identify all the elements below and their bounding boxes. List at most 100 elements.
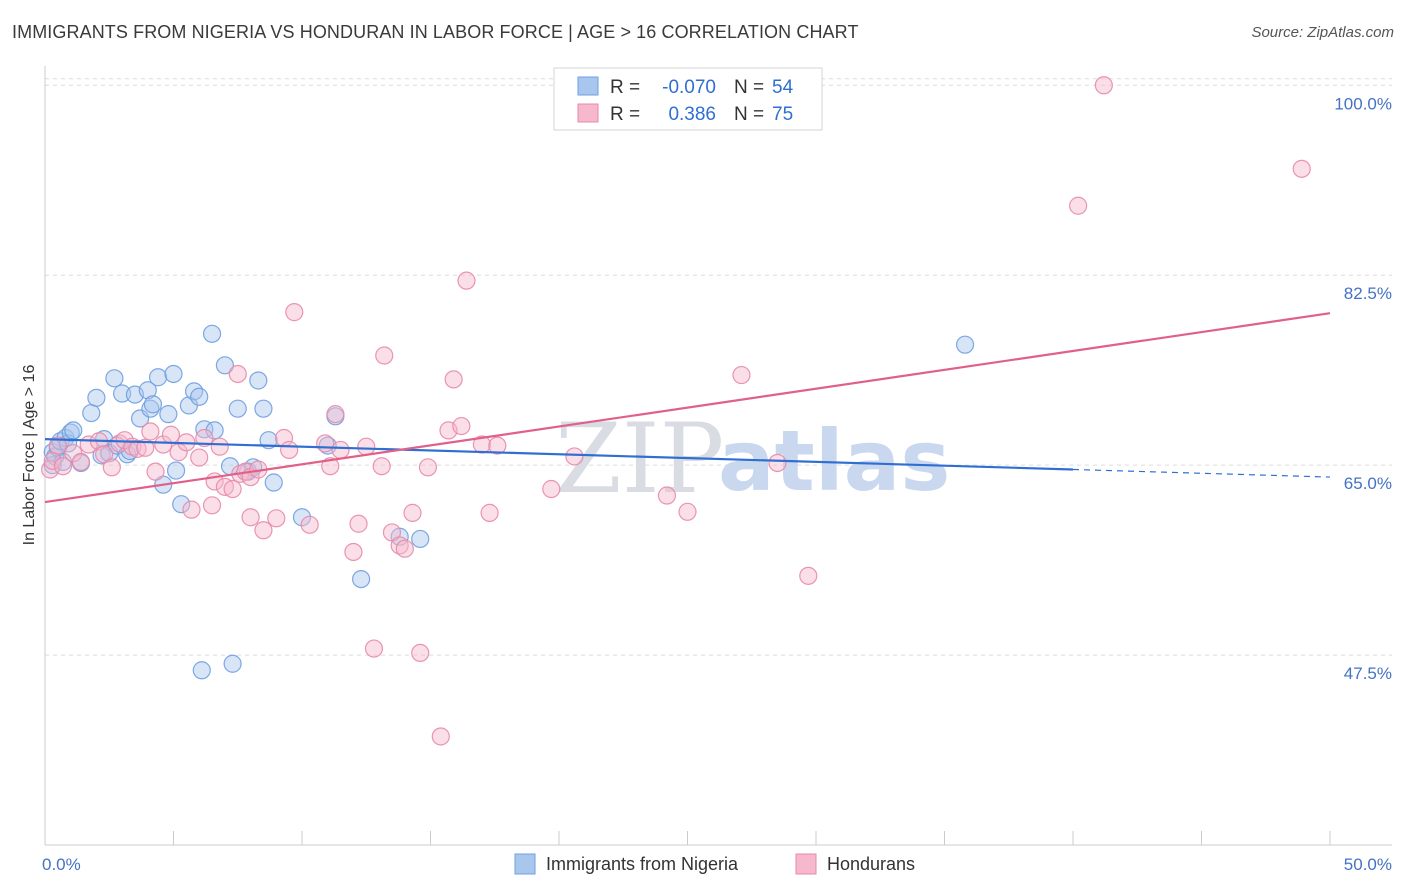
point-nigeria-54 [223,654,242,673]
legend-r-label-2: R = [610,104,640,125]
point-hondurans-43 [331,440,350,460]
point-hondurans-44 [344,542,363,562]
point-nigeria-44 [254,399,273,418]
point-nigeria-29 [164,364,183,384]
gridlines [45,78,1392,656]
point-hondurans-26 [210,437,229,456]
point-hondurans-39 [300,515,319,534]
point-hondurans-56 [431,727,450,746]
point-nigeria-34 [190,387,209,406]
point-hondurans-41 [321,457,340,476]
point-hondurans-51 [390,536,409,555]
legend-swatch-nigeria [577,76,599,96]
point-nigeria-12 [87,388,106,407]
bottom-legend-swatch-nigeria [514,853,536,875]
point-hondurans-48 [372,457,391,476]
point-nigeria-55 [192,661,211,680]
bottom-legend-swatch-hondurans [795,853,817,875]
point-hondurans-63 [488,436,507,455]
point-hondurans-3 [53,457,73,476]
point-hondurans-69 [768,453,787,473]
point-nigeria-50 [352,569,371,589]
point-hondurans-67 [678,502,697,521]
point-hondurans-5 [71,452,91,471]
y-tick-labels: 47.5% 65.0% 82.5% 100.0% [1334,94,1392,683]
point-nigeria-47 [292,508,312,527]
point-hondurans-74 [241,508,260,527]
chart-title: IMMIGRANTS FROM NIGERIA VS HONDURAN IN L… [12,22,859,42]
y-tick-label-0: 47.5% [1344,664,1392,683]
data-points [41,76,1311,746]
point-hondurans-28 [223,479,242,499]
point-hondurans-45 [349,514,368,533]
y-tick-label-1: 65.0% [1344,474,1392,493]
legend-n-label-2: N = [734,104,764,125]
legend-n-value-2: 75 [772,104,793,125]
point-nigeria-8 [61,423,80,442]
point-hondurans-21 [182,500,201,519]
point-hondurans-40 [316,434,335,453]
point-hondurans-68 [732,365,751,385]
bottom-legend-label-nigeria: Immigrants from Nigeria [546,854,739,874]
point-hondurans-65 [565,447,584,466]
point-hondurans-59 [452,416,471,436]
point-hondurans-13 [128,439,147,458]
point-nigeria-38 [215,356,234,375]
point-hondurans-2 [48,436,67,455]
point-hondurans-47 [364,639,384,658]
point-hondurans-18 [161,425,181,444]
point-hondurans-37 [280,440,299,460]
point-hondurans-34 [254,521,273,540]
point-hondurans-49 [375,346,394,365]
point-nigeria-53 [955,335,975,354]
point-hondurans-24 [202,496,222,515]
x-tick-label-1: 50.0% [1344,855,1392,874]
point-hondurans-9 [102,458,121,477]
point-nigeria-18 [112,384,132,403]
source-label: Source: ZipAtlas.com [1251,24,1394,41]
point-hondurans-52 [395,539,414,558]
legend-n-label-1: N = [734,77,764,98]
trend-lines [44,312,1331,504]
point-hondurans-54 [411,643,430,662]
point-hondurans-29 [228,364,247,384]
point-nigeria-28 [159,405,178,424]
trend-line-extension-nigeria [1072,468,1331,478]
point-hondurans-53 [403,503,422,522]
point-hondurans-16 [146,462,165,481]
point-nigeria-30 [166,461,186,480]
legend-r-value-2: 0.386 [668,104,716,125]
point-hondurans-66 [657,486,677,505]
watermark: ZIP atlas [555,403,950,515]
legend-n-value-1: 54 [772,77,794,98]
legend-r-value-1: -0.070 [662,77,716,98]
point-hondurans-15 [141,422,160,441]
point-hondurans-70 [799,566,818,585]
x-tick-labels: 0.0% 50.0% [42,855,1392,874]
bottom-legend: Immigrants from Nigeria Hondurans [514,853,915,875]
point-hondurans-72 [1094,76,1113,95]
y-tick-label-3: 100.0% [1334,94,1392,113]
point-hondurans-17 [154,435,173,454]
bottom-legend-label-hondurans: Hondurans [827,854,915,874]
point-hondurans-58 [444,370,463,389]
legend-box: R = -0.070 N = 54 R = 0.386 N = 75 [553,67,823,131]
point-nigeria-25 [143,395,163,414]
trend-line-nigeria [44,437,1074,471]
y-axis-label: In Labor Force | Age > 16 [21,365,38,546]
point-nigeria-46 [264,473,283,492]
point-hondurans-73 [1292,159,1311,178]
point-nigeria-37 [205,421,224,440]
point-hondurans-62 [480,503,499,522]
legend-r-label-1: R = [610,77,640,98]
point-nigeria-43 [249,371,268,390]
x-tick-label-0: 0.0% [42,855,81,874]
point-nigeria-11 [82,403,101,423]
point-hondurans-60 [457,271,476,290]
point-nigeria-9 [64,421,83,440]
point-nigeria-16 [105,369,124,388]
point-hondurans-23 [195,428,214,448]
point-hondurans-38 [285,303,304,322]
point-nigeria-45 [259,431,278,450]
